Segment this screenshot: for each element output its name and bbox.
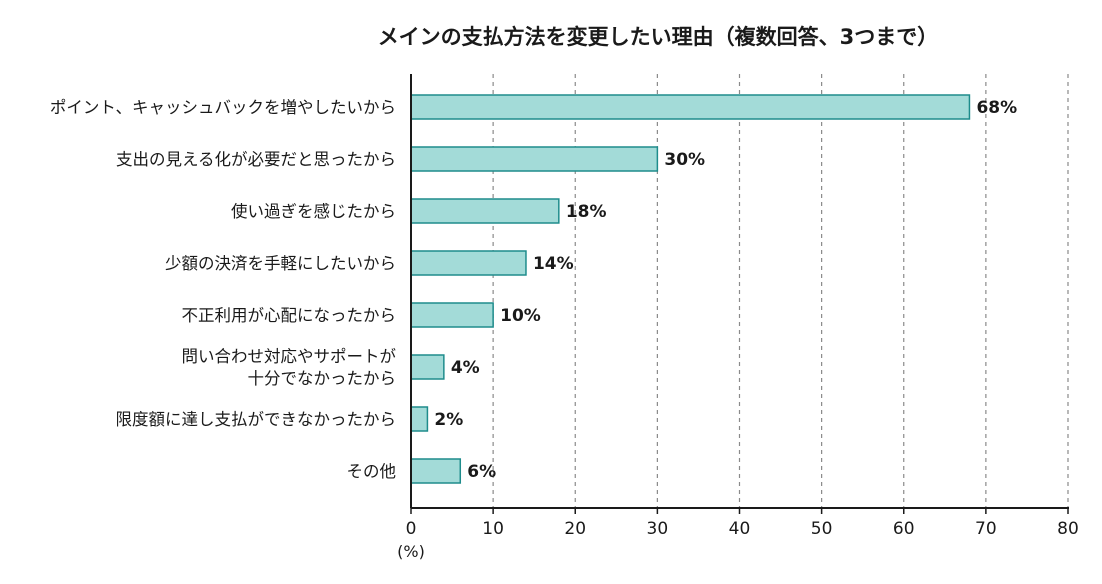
- x-tick-label: 10: [482, 519, 504, 539]
- data-label: 4%: [451, 358, 480, 378]
- bar: [410, 94, 971, 120]
- labels: 0 10 20 30 40 50 60 70 80 68% ポイント、キャッシュバックを増やしたいか…: [50, 98, 1079, 539]
- data-label: 2%: [434, 410, 463, 430]
- x-tick-label: 50: [811, 519, 833, 539]
- category-label: 支出の見える化が必要だと思ったから: [116, 150, 396, 169]
- category-label: 不正利用が心配になったから: [182, 306, 397, 325]
- x-tick-label: 40: [729, 519, 751, 539]
- category-label: ポイント、キャッシュバックを増やしたいから: [50, 98, 396, 117]
- x-tick-label: 20: [564, 519, 586, 539]
- category-label: 使い過ぎを感じたから: [231, 202, 396, 221]
- data-label: 6%: [467, 462, 496, 482]
- bar: [410, 458, 462, 484]
- grid-lines: [492, 74, 1069, 508]
- category-label: 限度額に達し支払ができなかったから: [116, 410, 397, 429]
- x-tick-label: 80: [1057, 519, 1079, 539]
- axes: [410, 74, 1069, 514]
- bar: [410, 198, 560, 224]
- chart-title: メインの支払方法を変更したい理由（複数回答、3つまで）: [378, 25, 939, 49]
- category-label: 十分でなかったから: [248, 369, 397, 388]
- bar: [410, 250, 527, 276]
- category-label: その他: [347, 462, 397, 481]
- bar: [410, 354, 445, 380]
- data-label: 18%: [566, 202, 607, 222]
- data-label: 14%: [533, 254, 574, 274]
- data-label: 68%: [976, 98, 1017, 118]
- bar: [410, 146, 659, 172]
- bar: [410, 302, 494, 328]
- x-tick-label: 0: [406, 519, 417, 539]
- x-tick-label: 60: [893, 519, 915, 539]
- data-label: 10%: [500, 306, 541, 326]
- x-axis-unit-label: (%): [397, 542, 425, 561]
- x-tick-label: 30: [647, 519, 669, 539]
- category-label: 少額の決済を手軽にしたいから: [165, 254, 396, 273]
- x-tick-label: 70: [975, 519, 997, 539]
- category-label: 問い合わせ対応やサポートが: [182, 347, 397, 366]
- data-label: 30%: [664, 150, 705, 170]
- bar: [410, 406, 429, 432]
